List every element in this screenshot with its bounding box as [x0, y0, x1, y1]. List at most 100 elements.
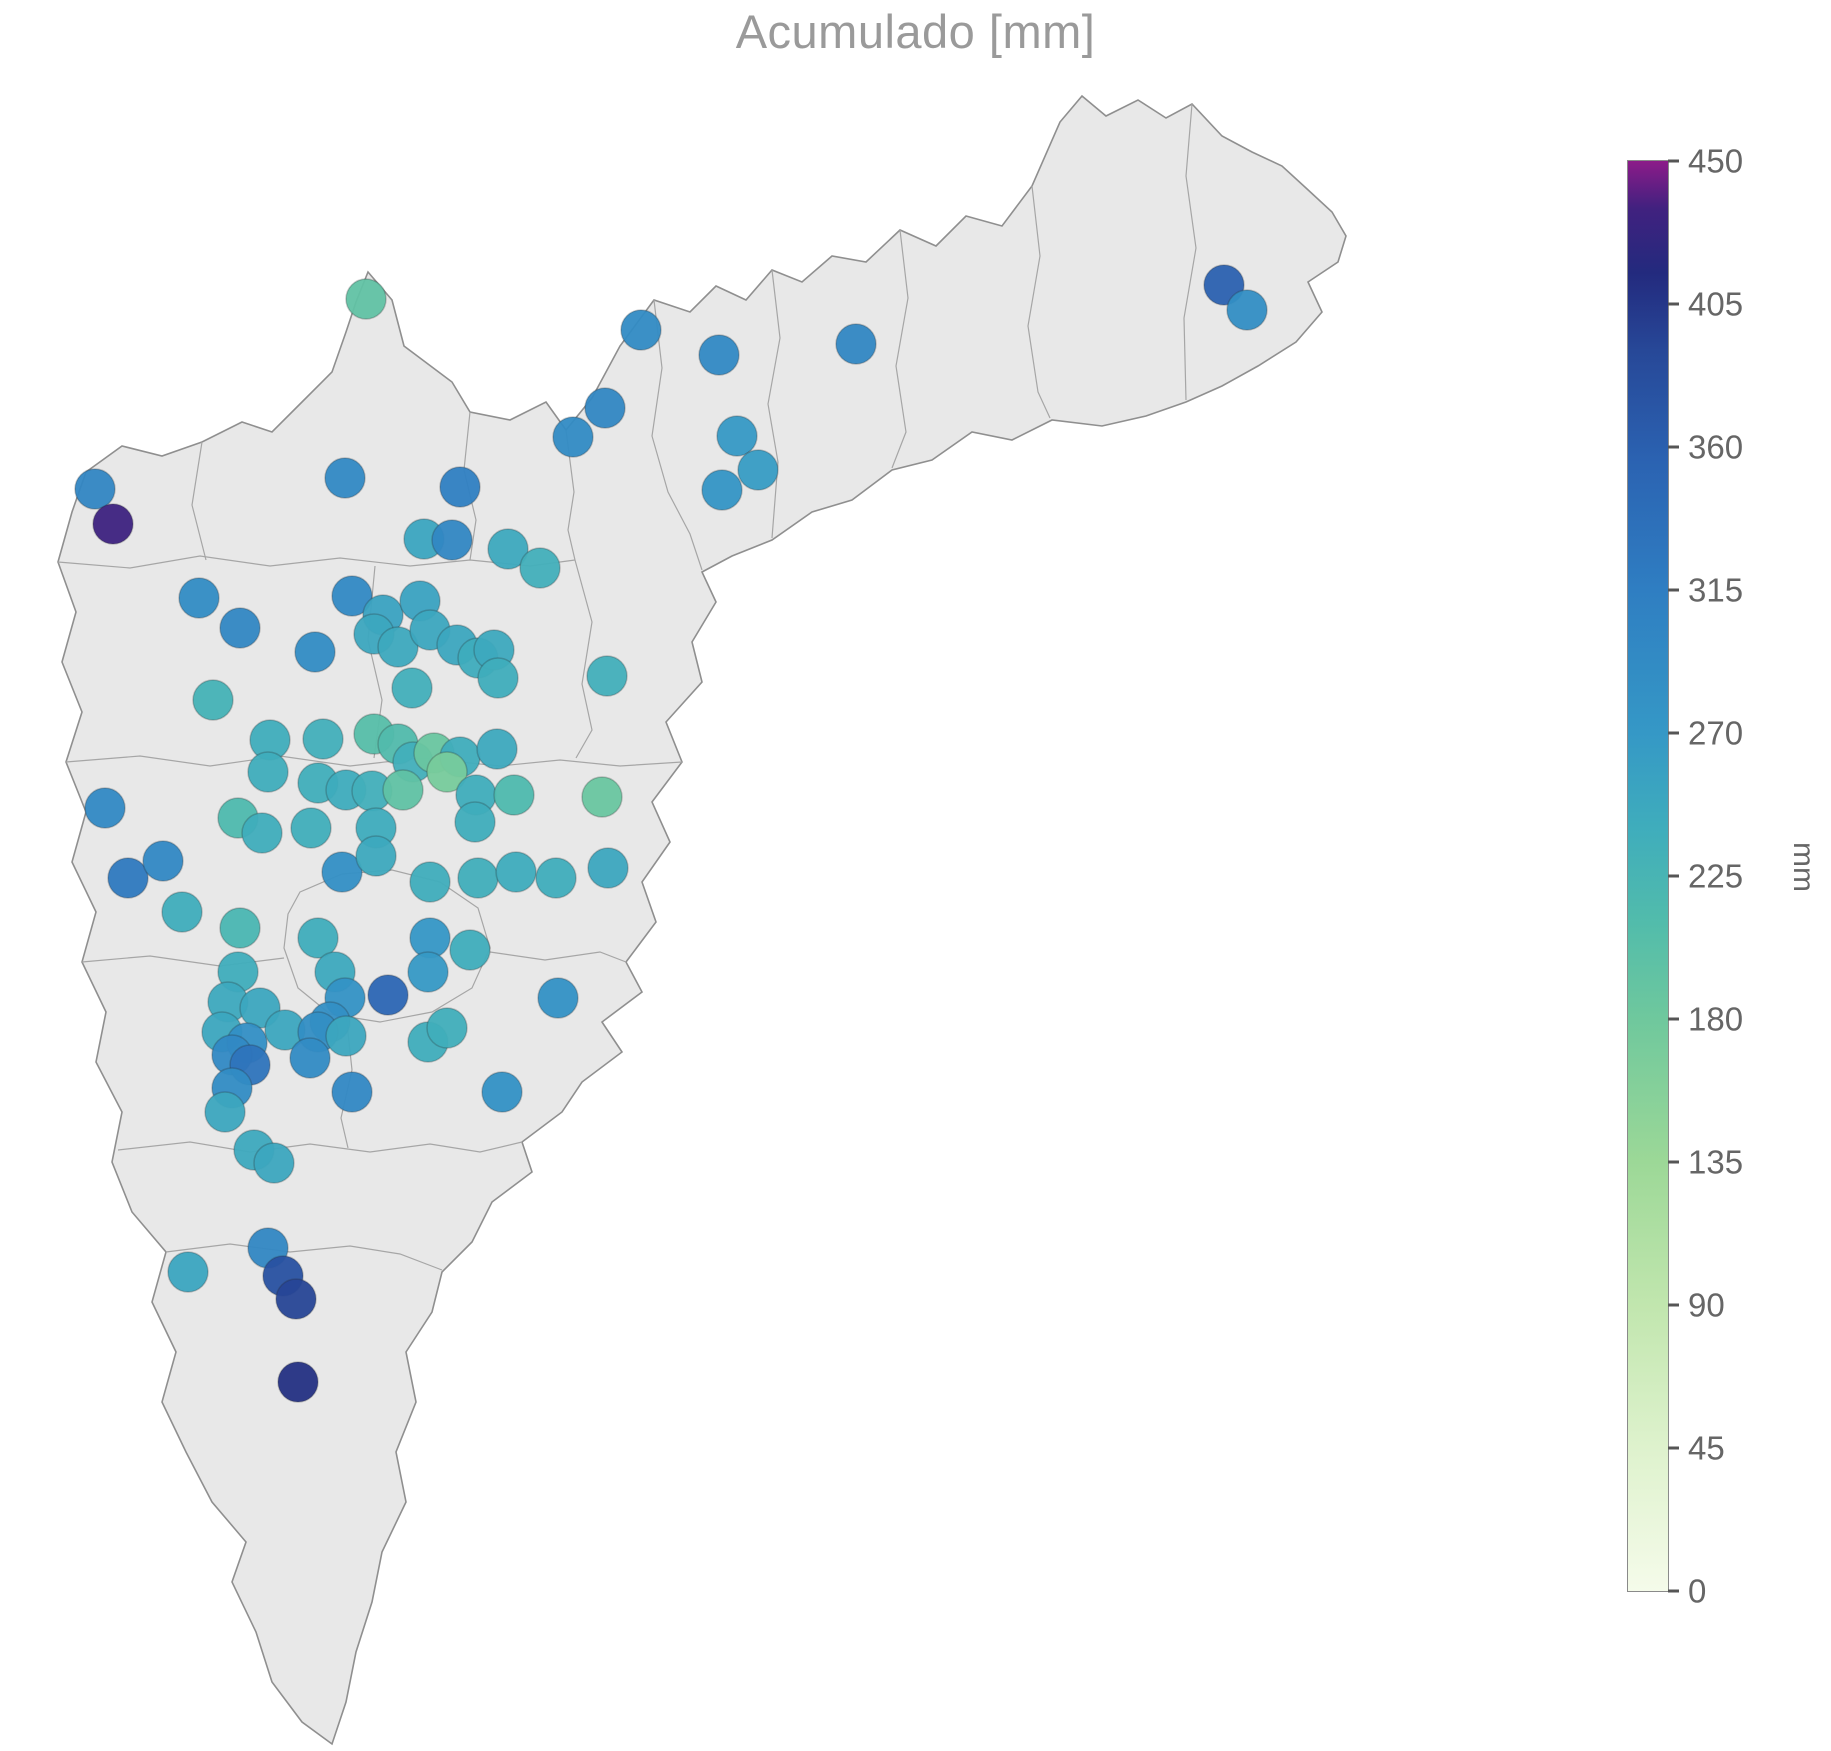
data-point[interactable] — [737, 449, 779, 491]
data-point[interactable] — [407, 951, 449, 993]
data-point[interactable] — [581, 776, 623, 818]
data-point[interactable] — [586, 655, 628, 697]
data-point[interactable] — [587, 847, 629, 889]
region-border — [283, 869, 491, 1023]
data-point[interactable] — [192, 679, 234, 721]
data-point[interactable] — [481, 1071, 523, 1113]
data-point[interactable] — [426, 1007, 468, 1049]
data-point[interactable] — [302, 718, 344, 760]
data-point[interactable] — [290, 807, 332, 849]
region-border — [651, 299, 703, 571]
colorbar-tick-mark — [1668, 159, 1679, 163]
colorbar-tick-label: 315 — [1688, 571, 1744, 609]
colorbar-tick-mark — [1668, 874, 1679, 878]
colorbar-tick-label: 135 — [1688, 1143, 1744, 1181]
data-point[interactable] — [241, 812, 283, 854]
data-point[interactable] — [382, 769, 424, 811]
data-point[interactable] — [178, 577, 220, 619]
region-border — [1183, 103, 1197, 401]
data-point[interactable] — [219, 907, 261, 949]
colorbar-tick-label: 270 — [1688, 714, 1744, 752]
data-point[interactable] — [439, 466, 481, 508]
colorbar-tick: 135 — [1668, 1146, 1743, 1179]
region-border — [65, 755, 683, 767]
data-point[interactable] — [107, 857, 149, 899]
region-border — [891, 229, 909, 469]
data-point[interactable] — [716, 415, 758, 457]
data-point[interactable] — [1226, 289, 1268, 331]
colorbar-tick: 450 — [1668, 145, 1743, 178]
data-point[interactable] — [476, 728, 518, 770]
colorbar-tick: 180 — [1668, 1003, 1743, 1036]
region-border — [767, 269, 781, 539]
data-point[interactable] — [325, 1015, 367, 1057]
colorbar-tick-mark — [1668, 1303, 1679, 1307]
data-point[interactable] — [584, 387, 626, 429]
data-point[interactable] — [74, 468, 116, 510]
data-point[interactable] — [92, 503, 134, 545]
colorbar-tick: 360 — [1668, 431, 1743, 464]
data-point[interactable] — [835, 323, 877, 365]
data-point[interactable] — [449, 929, 491, 971]
data-point[interactable] — [519, 547, 561, 589]
colorbar-tick-label: 450 — [1688, 142, 1744, 180]
colorbar-axis-label: mm — [1787, 842, 1820, 892]
data-point[interactable] — [620, 309, 662, 351]
data-point[interactable] — [454, 801, 496, 843]
colorbar-tick: 45 — [1668, 1432, 1725, 1465]
data-point[interactable] — [493, 774, 535, 816]
region-border — [574, 559, 593, 759]
colorbar-tick-label: 225 — [1688, 857, 1744, 895]
data-point[interactable] — [477, 657, 519, 699]
colorbar-tick-mark — [1668, 302, 1679, 306]
colorbar-tick-label: 0 — [1688, 1572, 1707, 1610]
data-point[interactable] — [204, 1091, 246, 1133]
data-point[interactable] — [321, 851, 363, 893]
data-point[interactable] — [277, 1361, 319, 1403]
region-border — [191, 441, 207, 561]
data-point[interactable] — [161, 891, 203, 933]
data-point[interactable] — [487, 528, 529, 570]
colorbar-tick: 90 — [1668, 1289, 1725, 1322]
data-point[interactable] — [253, 1142, 295, 1184]
data-point[interactable] — [167, 1251, 209, 1293]
data-point[interactable] — [367, 974, 409, 1016]
data-point[interactable] — [377, 626, 419, 668]
colorbar-ticks: 450 405 360 315 270 225 180 135 90 45 0 — [1628, 145, 1743, 1608]
colorbar-tick-label: 90 — [1688, 1286, 1725, 1324]
data-point[interactable] — [552, 416, 594, 458]
data-point[interactable] — [294, 631, 336, 673]
data-point[interactable] — [331, 1071, 373, 1113]
data-point[interactable] — [409, 861, 451, 903]
colorbar-tick-mark — [1668, 445, 1679, 449]
data-point[interactable] — [345, 278, 387, 320]
data-point[interactable] — [289, 1037, 331, 1079]
data-point[interactable] — [331, 575, 373, 617]
data-point[interactable] — [355, 835, 397, 877]
colorbar-tick-mark — [1668, 1017, 1679, 1021]
data-point[interactable] — [457, 857, 499, 899]
data-point[interactable] — [142, 840, 184, 882]
data-point[interactable] — [275, 1278, 317, 1320]
data-point[interactable] — [391, 667, 433, 709]
data-point[interactable] — [537, 977, 579, 1019]
colorbar-tick: 315 — [1668, 574, 1743, 607]
colorbar-tick-mark — [1668, 1160, 1679, 1164]
colorbar-tick: 405 — [1668, 288, 1743, 321]
data-point[interactable] — [431, 519, 473, 561]
data-point[interactable] — [84, 787, 126, 829]
data-point[interactable] — [247, 751, 289, 793]
data-point[interactable] — [698, 334, 740, 376]
data-point[interactable] — [495, 851, 537, 893]
data-point[interactable] — [426, 751, 468, 793]
region-border — [1027, 185, 1051, 419]
colorbar-tick-label: 360 — [1688, 428, 1744, 466]
data-point[interactable] — [324, 457, 366, 499]
colorbar: 450 405 360 315 270 225 180 135 90 45 0 — [1627, 145, 1743, 1608]
data-point[interactable] — [297, 917, 339, 959]
data-point[interactable] — [535, 857, 577, 899]
data-point[interactable] — [701, 469, 743, 511]
data-point[interactable] — [219, 607, 261, 649]
colorbar-tick-label: 45 — [1688, 1429, 1725, 1467]
